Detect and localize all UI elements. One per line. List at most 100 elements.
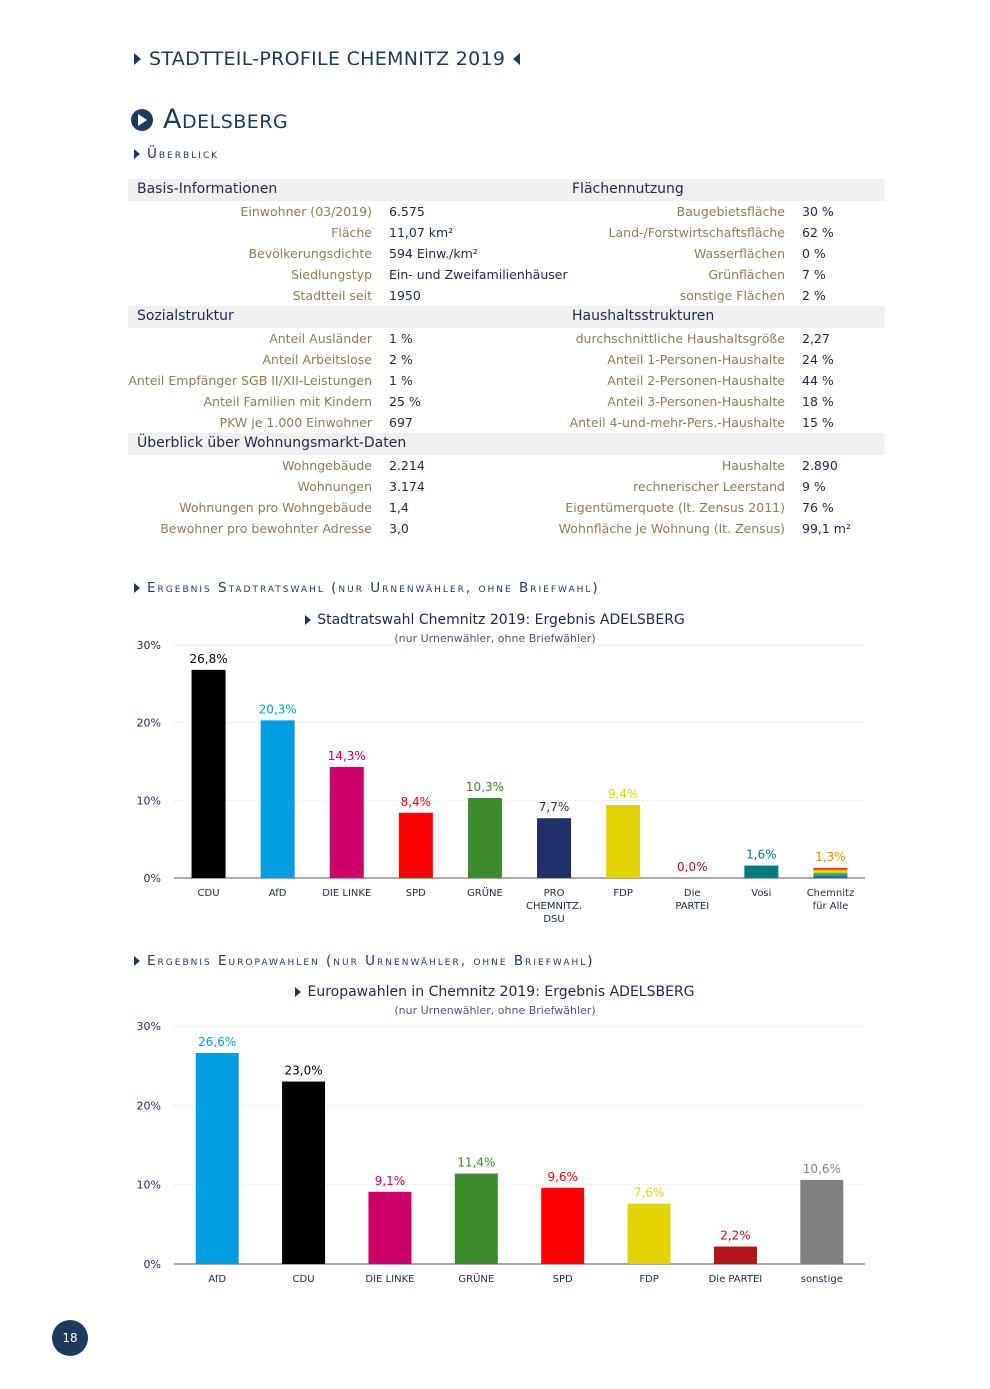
table-row: Einwohner (03/2019) 6.575 Baugebietsfläche…	[128, 201, 885, 222]
chart2-subtitle: (nur Urnenwähler, ohne Briefwähler)	[394, 1004, 596, 1017]
bar	[467, 798, 502, 878]
row-label-left: Einwohner (03/2019)	[240, 204, 373, 219]
table-row: Anteil Empfänger SGB II/XII-Leistungen 1 …	[128, 370, 885, 391]
row-value-right: 9 %	[802, 479, 826, 494]
row-label-left: Fläche	[331, 225, 372, 240]
x-tick-label: für Alle	[813, 901, 849, 912]
triangle-right-icon	[134, 583, 140, 593]
district-title: Adelsberg	[131, 104, 288, 135]
data-label: 9,4%	[608, 787, 639, 801]
row-label-right: Wohnfläche je Wohnung (lt. Zensus)	[558, 521, 785, 536]
europa-heading: Ergebnis Europawahlen (nur Urnenwähler, …	[134, 953, 595, 969]
section-band: Sozialstruktur Haushaltsstrukturen	[128, 306, 885, 328]
stadtrat-heading: Ergebnis Stadtratswahl (nur Urnenwähler,…	[134, 580, 600, 596]
y-tick-label: 0%	[144, 1258, 161, 1271]
bar	[627, 1203, 671, 1264]
row-value-left: 2.214	[389, 458, 425, 473]
table-row: Stadtteil seit 1950 sonstige Flächen 2 %	[128, 285, 885, 306]
row-label-right: Haushalte	[721, 458, 785, 473]
section-title-right: Flächennutzung	[572, 181, 684, 197]
data-label: 10,3%	[466, 780, 504, 794]
chart2-title-text: Europawahlen in Chemnitz 2019: Ergebnis …	[307, 984, 695, 1000]
chart1-title: Stadtratswahl Chemnitz 2019: Ergebnis AD…	[0, 612, 990, 628]
row-value-right: 30 %	[802, 204, 834, 219]
row-label-left: Wohnungen	[297, 479, 372, 494]
table-row: Wohnungen 3.174 rechnerischer Leerstand 9 %	[128, 476, 885, 497]
table-row: Fläche 11,07 km² Land-/Forstwirtschaftsflä…	[128, 222, 885, 243]
arrow-circle-icon	[131, 108, 153, 131]
x-tick-label: SPD	[553, 1274, 573, 1285]
row-label-right: sonstige Flächen	[679, 288, 785, 303]
row-label-right: Anteil 2-Personen-Haushalte	[607, 373, 785, 388]
row-label-left: Wohnungen pro Wohngebäude	[179, 500, 372, 515]
row-label-right: Grünflächen	[708, 267, 785, 282]
data-label: 7,6%	[634, 1186, 665, 1200]
row-value-left: 594 Einw./km²	[389, 246, 478, 261]
row-value-left: 2 %	[389, 352, 413, 367]
x-tick-label: GRÜNE	[458, 1272, 494, 1285]
bar	[191, 669, 226, 878]
y-tick-label: 30%	[137, 1020, 161, 1033]
x-tick-label: DIE LINKE	[322, 888, 371, 899]
x-tick-label: AfD	[208, 1274, 226, 1285]
x-tick-label: FDP	[639, 1274, 658, 1285]
chart-stadtratswahl: 0% 10% 20% 30% 26,8% CDU 20,3% AfD 14,3% DIE LINK…	[137, 639, 865, 925]
row-value-left: 1 %	[389, 331, 413, 346]
section-band: Basis-Informationen Flächennutzung	[128, 179, 885, 201]
section-basis: Basis-Informationen Flächennutzung Einwo…	[128, 179, 885, 306]
triangle-left-icon	[513, 53, 521, 65]
bar	[606, 804, 641, 878]
x-tick-label: FDP	[613, 888, 632, 899]
chart1-subtitle: (nur Urnenwähler, ohne Briefwähler)	[394, 632, 596, 645]
bar	[541, 1187, 585, 1264]
row-value-right: 7 %	[802, 267, 826, 282]
x-tick-label: Vosi	[751, 888, 771, 899]
page-number: 18	[52, 1320, 88, 1356]
europa-heading-text: Ergebnis Europawahlen (nur Urnenwähler, …	[147, 953, 595, 969]
data-label: 11,4%	[457, 1156, 495, 1170]
section-band: Überblick über Wohnungsmarkt-Daten	[128, 433, 885, 455]
bar	[195, 1052, 239, 1264]
district-name: Adelsberg	[163, 104, 289, 135]
x-tick-label: PARTEI	[675, 901, 709, 912]
section-title-right: Haushaltsstrukturen	[572, 308, 715, 324]
row-value-left: 3.174	[389, 479, 425, 494]
row-label-left: Anteil Familien mit Kindern	[203, 394, 372, 409]
x-tick-label: Chemnitz	[807, 888, 855, 899]
table-row: Anteil Ausländer 1 % durchschnittliche Hau…	[128, 328, 885, 349]
bar	[368, 1191, 412, 1264]
section-title-left: Überblick über Wohnungsmarkt-Daten	[137, 435, 407, 451]
row-label-left: Bewohner pro bewohnter Adresse	[160, 521, 372, 536]
x-tick-label: DIE LINKE	[365, 1274, 414, 1285]
triangle-right-icon	[134, 149, 140, 159]
y-tick-label: 30%	[137, 639, 161, 652]
x-tick-label: SPD	[406, 888, 426, 899]
row-label-right: Baugebietsfläche	[676, 204, 785, 219]
x-tick-label: CDU	[198, 888, 220, 899]
row-value-right: 18 %	[802, 394, 834, 409]
row-value-right: 2,27	[802, 331, 830, 346]
x-tick-label: PRO	[544, 888, 565, 899]
row-value-left: Ein- und Zweifamilienhäuser	[389, 267, 568, 282]
bar	[260, 720, 295, 878]
page-header: STADTTEIL-PROFILE CHEMNITZ 2019	[134, 48, 521, 70]
row-label-right: rechnerischer Leerstand	[633, 479, 785, 494]
chart1-title-text: Stadtratswahl Chemnitz 2019: Ergebnis AD…	[317, 612, 685, 628]
bar	[744, 865, 779, 878]
row-label-left: Anteil Empfänger SGB II/XII-Leistungen	[128, 373, 372, 388]
row-label-right: Wasserflächen	[693, 246, 785, 261]
row-value-left: 11,07 km²	[389, 225, 454, 240]
triangle-right-icon	[295, 987, 302, 997]
section-wohnungsmarkt: Überblick über Wohnungsmarkt-Daten Wohng…	[128, 433, 885, 539]
bar	[813, 867, 848, 878]
table-row: Wohngebäude 2.214 Haushalte 2.890	[128, 455, 885, 476]
table-row: PKW je 1.000 Einwohner 697 Anteil 4-und-me…	[128, 412, 885, 433]
row-label-right: Land-/Forstwirtschaftsfläche	[608, 225, 785, 240]
bar	[713, 1246, 757, 1264]
section-title-left: Sozialstruktur	[137, 308, 234, 324]
row-value-left: 3,0	[389, 521, 409, 536]
row-value-right: 2 %	[802, 288, 826, 303]
row-value-left: 1,4	[389, 500, 409, 515]
data-label: 9,6%	[547, 1170, 578, 1184]
row-label-left: Siedlungstyp	[290, 267, 372, 282]
